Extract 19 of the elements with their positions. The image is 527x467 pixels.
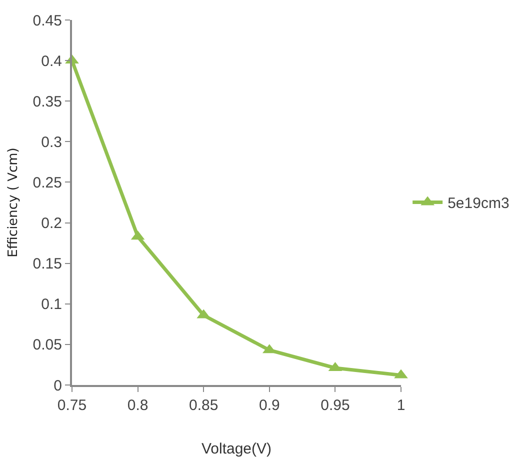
- y-tick-label: 0.35: [32, 93, 62, 110]
- y-tick-label: 0.25: [32, 174, 62, 192]
- y-tick-label: 0.2: [41, 215, 62, 232]
- y-tick-label: 0: [54, 377, 62, 394]
- y-tick-label: 0.45: [32, 12, 62, 30]
- y-tick-label: 0.1: [41, 296, 62, 314]
- x-tick-label: 0.75: [57, 397, 87, 414]
- y-tick-label: 0.05: [32, 336, 62, 354]
- y-axis-title: Efficiency ( Vcm): [6, 148, 22, 258]
- x-axis-title: Voltage(V): [201, 440, 272, 458]
- y-tick-label: 0.4: [41, 52, 62, 70]
- legend-label: 5e19cm3: [448, 195, 510, 212]
- x-tick-label: 0.8: [127, 397, 148, 414]
- y-tick-label: 0.15: [32, 256, 62, 273]
- x-tick-label: 1: [396, 397, 406, 414]
- y-tick-label: 0.3: [41, 134, 62, 151]
- x-tick-label: 0.9: [258, 397, 280, 414]
- x-tick-label: 0.85: [189, 397, 218, 414]
- x-tick-label: 0.95: [320, 397, 350, 414]
